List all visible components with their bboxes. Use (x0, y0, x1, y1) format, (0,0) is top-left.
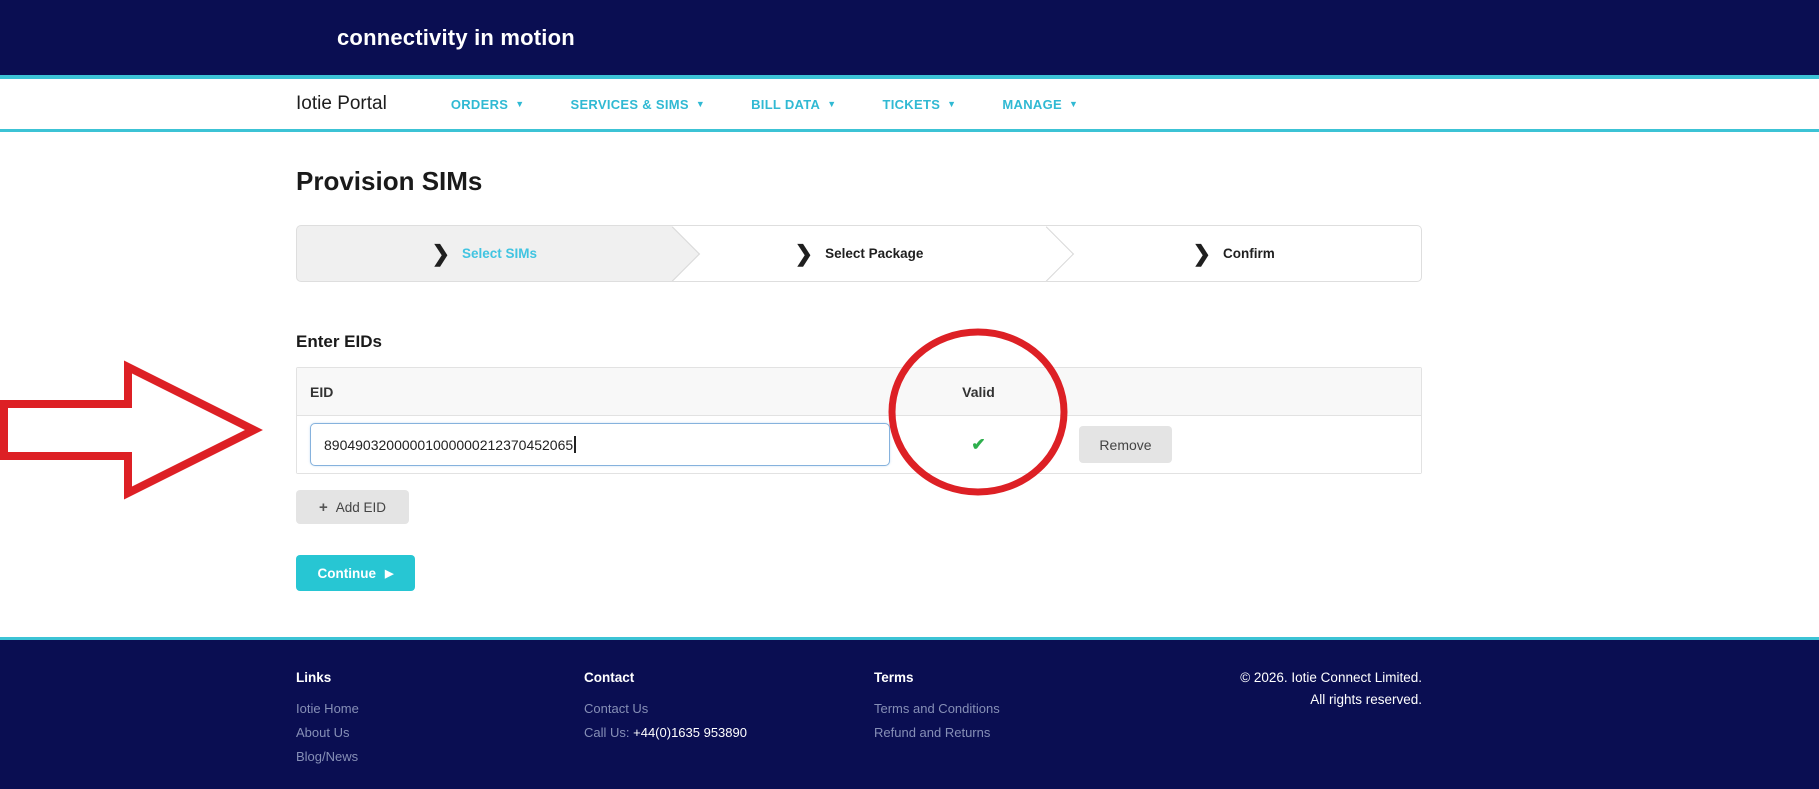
nav-item-bill-data[interactable]: BILL DATA ▼ (751, 97, 836, 112)
navbar: Iotie Portal ORDERS ▼ SERVICES & SIMS ▼ … (0, 79, 1819, 129)
annotation-arrow-right (0, 360, 263, 500)
nav-item-orders[interactable]: ORDERS ▼ (451, 97, 525, 112)
chevron-down-icon: ▼ (1068, 99, 1079, 109)
footer-copyright: © 2026. Iotie Connect Limited. All right… (1129, 670, 1422, 773)
footer-link-iotie-home[interactable]: Iotie Home (296, 701, 359, 716)
nav-item-label: MANAGE (1002, 96, 1062, 112)
nav-item-label: TICKETS (882, 96, 941, 112)
nav-item-services-sims[interactable]: SERVICES & SIMS ▼ (570, 97, 705, 112)
footer-link-about-us[interactable]: About Us (296, 725, 350, 740)
add-eid-button[interactable]: + Add EID (296, 490, 409, 524)
eid-table: EID Valid 890490320000010000002123704520… (296, 367, 1422, 474)
chevron-down-icon: ▼ (515, 99, 525, 109)
chevron-right-icon: ❯ (1192, 240, 1212, 266)
copyright-line2: All rights reserved. (1310, 692, 1422, 707)
column-header-eid: EID (310, 383, 334, 400)
chevron-right-icon: ❯ (431, 240, 451, 266)
chevron-down-icon: ▼ (827, 99, 837, 109)
chevron-down-icon: ▼ (695, 99, 706, 109)
footer-link-refund-returns[interactable]: Refund and Returns (874, 725, 991, 740)
table-header-row: EID Valid (297, 368, 1421, 416)
footer: Links Iotie Home About Us Blog/News Cont… (0, 637, 1819, 789)
chevron-down-icon: ▼ (947, 99, 957, 109)
section-heading: Enter EIDs (296, 332, 382, 351)
divider-line (0, 75, 1819, 79)
actions-cell: Remove (1065, 426, 1421, 463)
eid-input[interactable]: 89049032000001000000212370452065 (310, 423, 890, 466)
continue-button[interactable]: Continue ▶ (296, 555, 415, 591)
valid-cell: ✔ (892, 435, 1065, 455)
footer-terms-heading: Terms (874, 670, 914, 685)
table-row: 89049032000001000000212370452065 ✔ Remov… (297, 416, 1421, 473)
wizard-step-label: Select SIMs (462, 246, 538, 261)
footer-link-contact-us[interactable]: Contact Us (584, 701, 649, 716)
footer-terms-column: Terms Terms and Conditions Refund and Re… (874, 670, 1129, 773)
continue-label: Continue (317, 565, 377, 581)
valid-check-icon: ✔ (971, 434, 986, 454)
wizard-step-select-sims[interactable]: ❯ Select SIMs (296, 225, 700, 282)
wizard-step-select-package[interactable]: ❯ Select Package (671, 225, 1075, 282)
nav-item-label: ORDERS (450, 96, 509, 112)
main-content: Provision SIMs ❯ Select SIMs ❯ Select Pa… (296, 132, 1423, 591)
nav-item-label: BILL DATA (751, 96, 821, 112)
column-header-valid: Valid (962, 383, 995, 400)
chevron-right-icon: ❯ (794, 240, 814, 266)
nav-item-label: SERVICES & SIMS (570, 96, 689, 112)
brand-tagline: connectivity in motion (337, 24, 575, 50)
copyright-line1: © 2026. Iotie Connect Limited. (1240, 670, 1422, 685)
nav-item-manage[interactable]: MANAGE ▼ (1002, 97, 1078, 112)
eid-cell: 89049032000001000000212370452065 (297, 423, 892, 466)
phone-number: +44(0)1635 953890 (633, 725, 747, 740)
remove-button[interactable]: Remove (1079, 426, 1172, 463)
divider-line (0, 129, 1819, 132)
text-cursor (574, 436, 576, 453)
footer-links-column: Links Iotie Home About Us Blog/News (296, 670, 584, 773)
nav-item-tickets[interactable]: TICKETS ▼ (882, 97, 956, 112)
eid-input-value: 89049032000001000000212370452065 (324, 436, 574, 453)
call-us-label: Call Us: (584, 725, 634, 740)
footer-contact-column: Contact Contact Us Call Us: +44(0)1635 9… (584, 670, 874, 773)
wizard-step-confirm[interactable]: ❯ Confirm (1046, 225, 1423, 282)
wizard-step-label: Select Package (825, 246, 924, 261)
wizard-step-label: Confirm (1223, 246, 1275, 261)
footer-link-blog-news[interactable]: Blog/News (296, 749, 359, 764)
plus-icon: + (318, 498, 328, 516)
top-banner: connectivity in motion (0, 0, 1819, 75)
footer-link-terms-conditions[interactable]: Terms and Conditions (874, 701, 1000, 716)
portal-name: Iotie Portal (296, 93, 387, 114)
wizard-steps: ❯ Select SIMs ❯ Select Package ❯ Confirm (296, 225, 1423, 282)
nav-items: ORDERS ▼ SERVICES & SIMS ▼ BILL DATA ▼ T… (451, 97, 1078, 112)
footer-links-heading: Links (296, 670, 332, 685)
add-eid-label: Add EID (335, 499, 387, 515)
page-title: Provision SIMs (296, 166, 483, 196)
footer-contact-heading: Contact (584, 670, 635, 685)
footer-call-us: Call Us: +44(0)1635 953890 (584, 725, 874, 740)
play-arrow-icon: ▶ (385, 567, 394, 580)
